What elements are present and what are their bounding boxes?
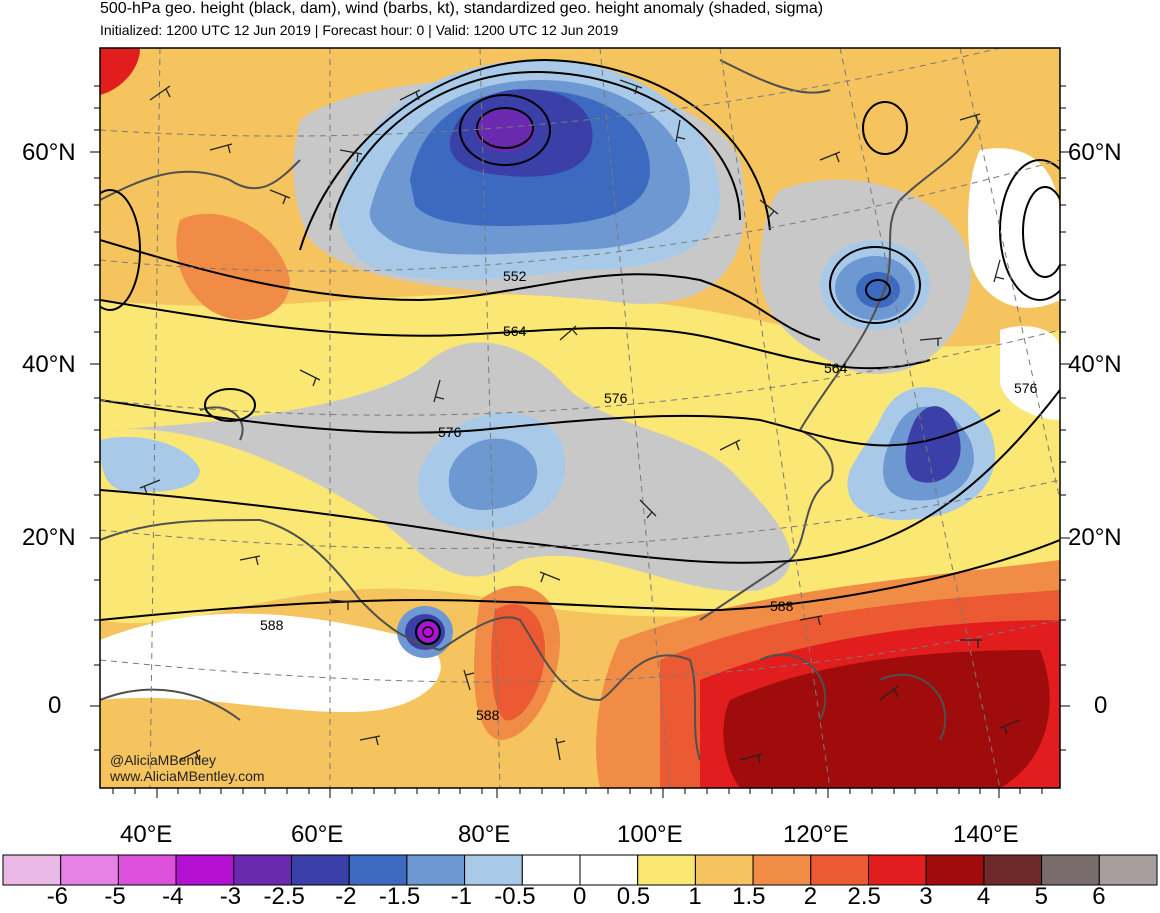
colorbar-tick-label: -5: [104, 883, 126, 910]
contour-label-588c: 588: [476, 707, 500, 723]
credit-handle: @AliciaMBentley: [110, 752, 217, 768]
lat-label-20n-right: 20°N: [1068, 524, 1122, 551]
colorbar-swatch: [291, 854, 350, 886]
colorbar-tick-label: 3: [919, 883, 933, 910]
lat-label-60n-right: 60°N: [1068, 139, 1122, 166]
colorbar-swatch: [579, 854, 639, 886]
contour-label-576: 576: [438, 424, 462, 440]
contour-label-588b: 588: [770, 598, 794, 614]
colorbar-swatch: [752, 854, 812, 886]
chart-title: 500-hPa geo. height (black, dam), wind (…: [100, 0, 824, 17]
colorbar-tick-label: 0: [573, 883, 587, 910]
lon-label-100e: 100°E: [617, 821, 683, 848]
colorbar-swatch: [868, 854, 927, 886]
axis-ticks: [90, 85, 1070, 798]
colorbar-swatch: [406, 854, 466, 886]
lon-label-140e: 140°E: [953, 821, 1019, 848]
colorbar-tick-label: -1: [450, 883, 472, 910]
colorbar-swatch: [175, 854, 235, 886]
colorbar-tick-label: 2: [803, 883, 818, 910]
lat-label-20n-left: 20°N: [22, 524, 76, 551]
colorbar-tick-label: -1.5: [378, 883, 421, 910]
colorbar-tick-label: 1: [688, 883, 702, 910]
colorbar-swatch: [1041, 854, 1100, 886]
colorbar-swatch: [60, 854, 119, 886]
map-field: [100, 48, 1060, 788]
colorbar-tick-label: 5: [1034, 883, 1048, 910]
colorbar-tick-label: -2.5: [263, 883, 305, 910]
wind-barbs: [139, 79, 1021, 764]
lon-label-120e: 120°E: [783, 821, 849, 848]
colorbar-swatch: [1098, 854, 1158, 886]
chart-subtitle: Initialized: 1200 UTC 12 Jun 2019 | Fore…: [100, 22, 619, 38]
colorbar-swatch: [348, 854, 408, 886]
colorbar-tick-label: -0.5: [494, 883, 536, 910]
colorbar-swatch: [521, 854, 581, 886]
colorbar-swatch: [233, 854, 293, 886]
colorbar-tick-label: 2.5: [847, 883, 881, 910]
lon-label-60e: 60°E: [291, 821, 344, 848]
colorbar-tick-label: 1.5: [732, 883, 766, 910]
credit-website: www.AliciaMBentley.com: [110, 768, 265, 784]
colorbar: [2, 854, 1158, 886]
contour-label-564: 564: [503, 323, 527, 339]
colorbar-tick-label: 6: [1092, 883, 1106, 910]
colorbar-swatch: [117, 854, 177, 886]
colorbar-tick-label: -2: [335, 883, 357, 910]
colorbar-swatch: [637, 854, 696, 886]
lon-label-40e: 40°E: [120, 821, 173, 848]
contour-label-576c: 576: [1014, 380, 1038, 396]
colorbar-tick-label: 0.5: [616, 883, 651, 910]
colorbar-tick-label: 4: [976, 883, 991, 910]
colorbar-swatch: [983, 854, 1043, 886]
colorbar-tick-label: -3: [219, 883, 242, 910]
contour-label-564b: 564: [824, 360, 848, 376]
contour-label-552: 552: [503, 268, 527, 284]
lat-label-40n-left: 40°N: [22, 351, 76, 378]
colorbar-swatch: [2, 854, 62, 886]
colorbar-tick-label: -4: [162, 883, 184, 910]
colorbar-swatch: [810, 854, 869, 886]
lat-label-40n-right: 40°N: [1068, 351, 1122, 378]
lon-label-80e: 80°E: [458, 821, 511, 848]
colorbar-swatch: [925, 854, 985, 886]
colorbar-swatch: [464, 854, 523, 886]
lat-label-60n-left: 60°N: [22, 139, 76, 166]
lat-label-0-left: 0: [48, 692, 62, 719]
contour-label-576b: 576: [604, 390, 628, 406]
colorbar-tick-label: -6: [46, 883, 69, 910]
colorbar-swatch: [694, 854, 754, 886]
contour-label-588: 588: [260, 617, 284, 633]
lat-label-0-right: 0: [1094, 692, 1108, 719]
